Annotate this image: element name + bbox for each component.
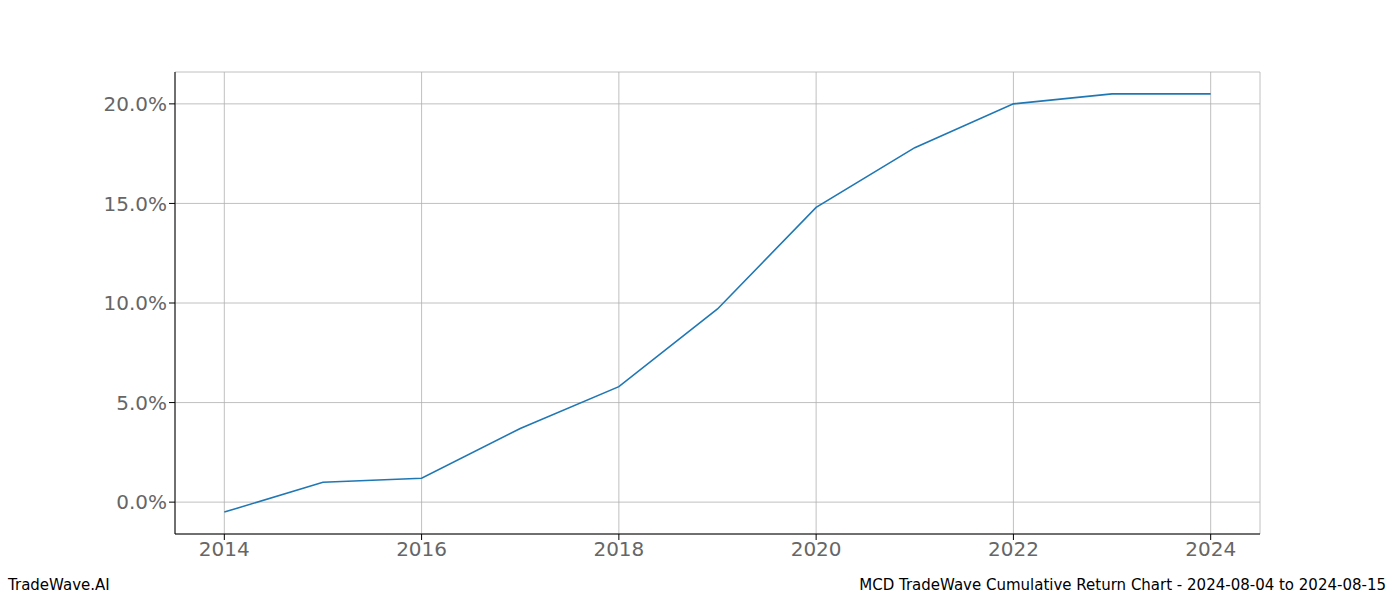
svg-text:2024: 2024 (1185, 537, 1236, 561)
svg-text:0.0%: 0.0% (116, 490, 167, 514)
html-text:TradeWave.AI: TradeWave.AI (8, 576, 110, 594)
svg-text:10.0%: 10.0% (103, 291, 167, 315)
svg-text:2022: 2022 (988, 537, 1039, 561)
svg-text:2016: 2016 (396, 537, 447, 561)
svg-text:20.0%: 20.0% (103, 92, 167, 116)
svg-text:2018: 2018 (593, 537, 644, 561)
html-text:MCD TradeWave Cumulative Retur: MCD TradeWave Cumulative Return Chart - … (859, 576, 1386, 594)
svg-text:15.0%: 15.0% (103, 192, 167, 216)
svg-text:2020: 2020 (791, 537, 842, 561)
svg-text:5.0%: 5.0% (116, 391, 167, 415)
svg-text:2014: 2014 (199, 537, 250, 561)
